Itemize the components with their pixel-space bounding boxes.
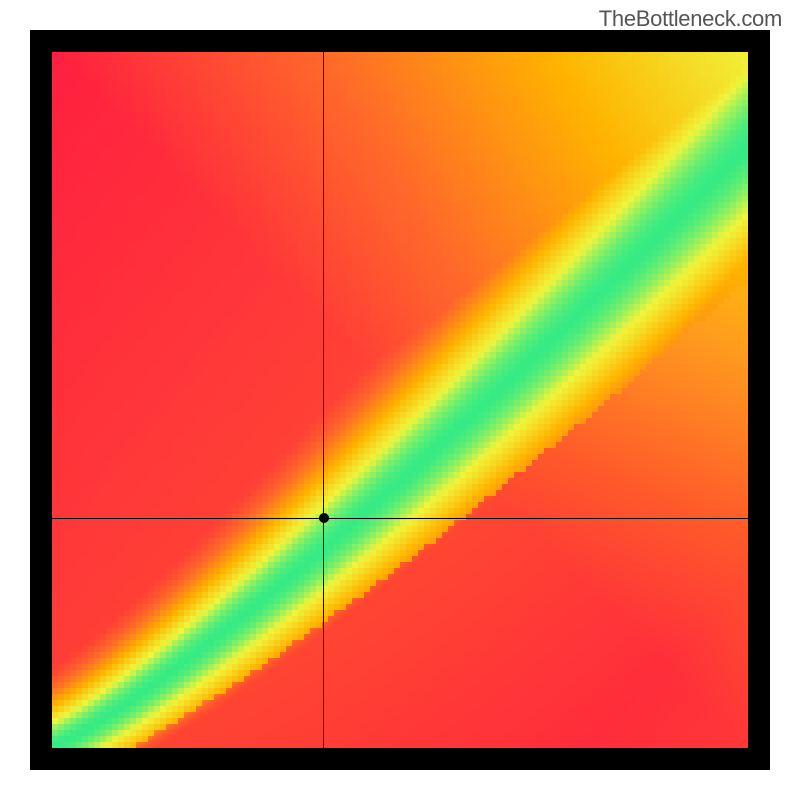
crosshair-vertical <box>323 52 324 748</box>
plot-frame <box>30 30 770 770</box>
watermark-text: TheBottleneck.com <box>599 6 782 32</box>
heatmap-canvas <box>52 52 748 748</box>
crosshair-horizontal <box>52 518 748 519</box>
crosshair-marker <box>319 513 329 523</box>
